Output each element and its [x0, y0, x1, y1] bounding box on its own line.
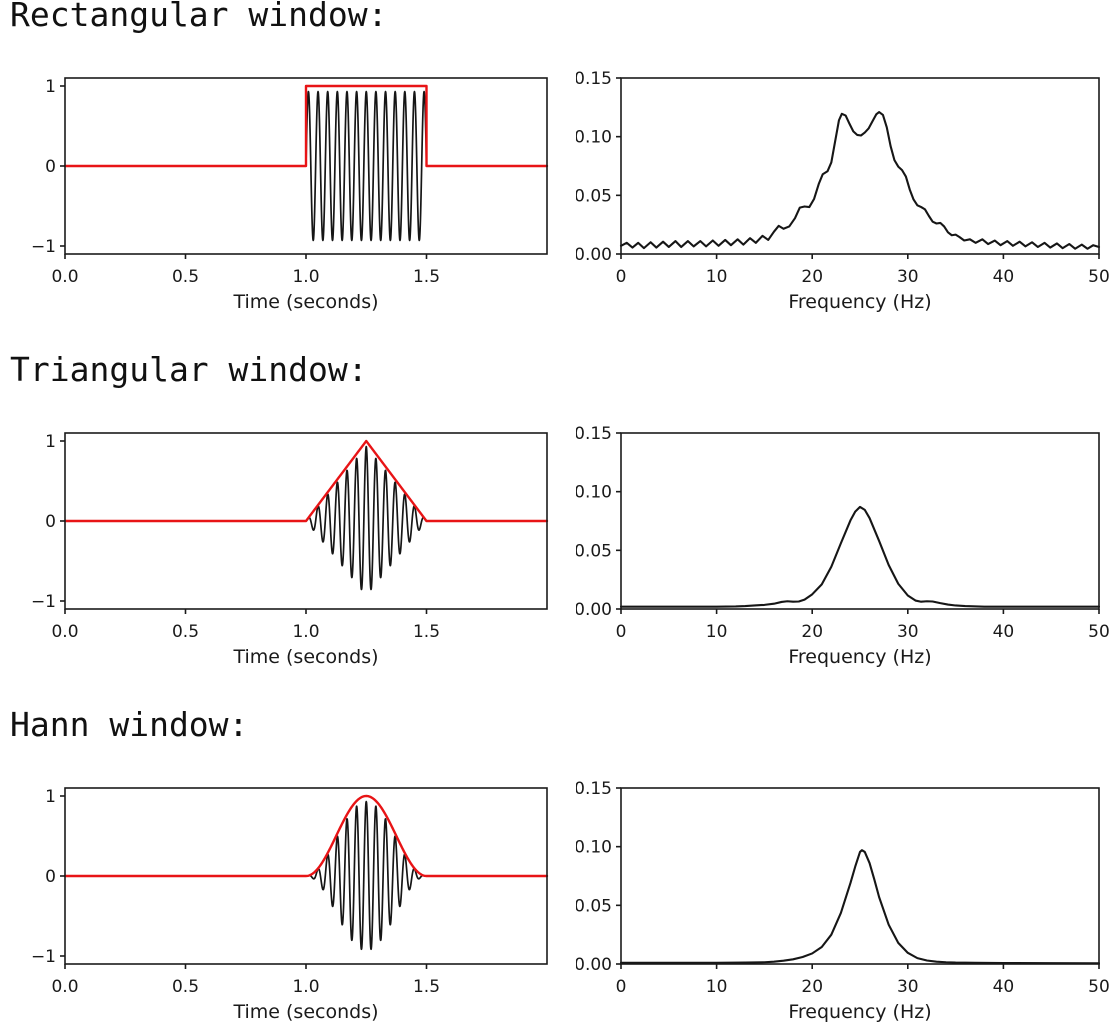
x-tick-label: 10 [706, 622, 728, 642]
x-tick-label: 20 [801, 977, 823, 997]
y-tick-label: 0 [45, 512, 56, 532]
y-tick-label: −1 [31, 592, 56, 612]
x-axis-label: Frequency (Hz) [788, 1001, 931, 1023]
x-tick-label: 0 [616, 622, 627, 642]
x-tick-label: 40 [993, 622, 1015, 642]
y-tick-label: 0.15 [576, 425, 612, 444]
time-domain-plot-rectangular: 0.0 0.5 1.0 1.5 1 0 −1 Time (seconds) [20, 70, 561, 314]
x-tick-label: 50 [1088, 622, 1110, 642]
axes-frame [620, 432, 1100, 610]
x-tick-label: 0.5 [172, 622, 199, 642]
section-title-triangular: Triangular window: [10, 350, 368, 389]
rectangular-spectrum-svg: 0 10 20 30 40 50 0.00 0.05 0.10 0.15 Frequency (Hz… [574, 69, 1110, 313]
x-tick-label: 30 [897, 622, 919, 642]
window-envelope [63, 439, 549, 523]
time-domain-plot-triangular: 0.0 0.5 1.0 1.5 1 0 −1 Time (seconds) [20, 425, 561, 669]
spectrum-plot-hann: 0 10 20 30 40 50 0.00 0.05 0.10 0.15 Frequency (Hz… [574, 779, 1113, 1024]
y-tick-label: 0.10 [576, 838, 612, 858]
y-tick-label: 0.00 [576, 955, 612, 975]
y-tick-label: 1 [45, 432, 56, 452]
axes-frame [620, 77, 1100, 255]
window-section-triangular: Triangular window: 0.0 0.5 1.0 1.5 1 0 −1 Time … [0, 350, 1118, 707]
window-section-rectangular: Rectangular window: 0.0 0.5 1.0 1.5 1 0 −1 Time… [0, 0, 1118, 352]
spectrum-plot-rectangular: 0 10 20 30 40 50 0.00 0.05 0.10 0.15 Frequency (Hz… [574, 69, 1113, 314]
y-tick-label: 0.05 [576, 541, 612, 561]
x-tick-label: 40 [993, 977, 1015, 997]
y-tick-label: 1 [45, 787, 56, 807]
spectrum-plot-triangular: 0 10 20 30 40 50 0.00 0.05 0.10 0.15 Frequency (Hz… [574, 424, 1113, 669]
x-tick-label: 0.5 [172, 977, 199, 997]
window-envelope [63, 84, 549, 168]
x-tick-label: 0.0 [51, 622, 78, 642]
hann-time-svg: 0.0 0.5 1.0 1.5 1 0 −1 Time (seconds) [31, 787, 549, 1023]
y-tick-label: 0 [45, 867, 56, 887]
amplitude-spectrum [619, 849, 1101, 965]
section-title-hann: Hann window: [10, 705, 249, 744]
x-tick-label: 20 [801, 622, 823, 642]
y-tick-label: 0.05 [576, 896, 612, 916]
x-tick-label: 0.0 [51, 977, 78, 997]
x-axis-label: Time (seconds) [232, 1001, 378, 1023]
x-tick-label: 1.0 [292, 977, 319, 997]
y-tick-label: 0.15 [576, 780, 612, 799]
y-tick-label: 0.10 [576, 483, 612, 503]
x-tick-label: 1.0 [292, 622, 319, 642]
x-tick-label: 10 [706, 977, 728, 997]
window-envelope [63, 794, 549, 878]
y-tick-label: 0.10 [576, 128, 612, 148]
rectangular-time-svg: 0.0 0.5 1.0 1.5 1 0 −1 Time (seconds) [31, 77, 549, 313]
x-tick-label: 40 [993, 267, 1015, 287]
y-tick-label: −1 [31, 237, 56, 257]
windowed-signal [64, 445, 548, 591]
y-tick-label: −1 [31, 947, 56, 967]
window-section-hann: Hann window: 0.0 0.5 1.0 1.5 1 0 −1 Time (secon… [0, 705, 1118, 1032]
triangular-spectrum-svg: 0 10 20 30 40 50 0.00 0.05 0.10 0.15 Frequency (Hz… [574, 424, 1110, 668]
x-axis-label: Time (seconds) [232, 646, 378, 668]
x-tick-label: 0 [616, 267, 627, 287]
x-tick-label: 0 [616, 977, 627, 997]
x-tick-label: 10 [706, 267, 728, 287]
y-tick-label: 0.15 [576, 70, 612, 89]
y-tick-label: 0 [45, 157, 56, 177]
time-domain-plot-hann: 0.0 0.5 1.0 1.5 1 0 −1 Time (seconds) [20, 780, 561, 1024]
section-title-rectangular: Rectangular window: [10, 0, 388, 34]
x-tick-label: 30 [897, 267, 919, 287]
y-tick-label: 1 [45, 77, 56, 97]
y-tick-label: 0.00 [576, 600, 612, 620]
x-tick-label: 0.5 [172, 267, 199, 287]
axes-frame [620, 787, 1100, 965]
x-tick-label: 1.5 [413, 267, 440, 287]
x-tick-label: 50 [1088, 267, 1110, 287]
amplitude-spectrum [619, 505, 1101, 608]
hann-spectrum-svg: 0 10 20 30 40 50 0.00 0.05 0.10 0.15 Frequency (Hz… [574, 779, 1110, 1023]
y-tick-label: 0.05 [576, 186, 612, 206]
x-axis-label: Frequency (Hz) [788, 646, 931, 668]
y-tick-label: 0.00 [576, 245, 612, 265]
triangular-time-svg: 0.0 0.5 1.0 1.5 1 0 −1 Time (seconds) [31, 432, 549, 668]
x-tick-label: 50 [1088, 977, 1110, 997]
x-tick-label: 1.5 [413, 622, 440, 642]
x-tick-label: 1.0 [292, 267, 319, 287]
x-tick-label: 0.0 [51, 267, 78, 287]
x-tick-label: 30 [897, 977, 919, 997]
x-axis-label: Frequency (Hz) [788, 291, 931, 313]
x-tick-label: 1.5 [413, 977, 440, 997]
x-tick-label: 20 [801, 267, 823, 287]
amplitude-spectrum [619, 110, 1101, 250]
x-axis-label: Time (seconds) [232, 291, 378, 313]
